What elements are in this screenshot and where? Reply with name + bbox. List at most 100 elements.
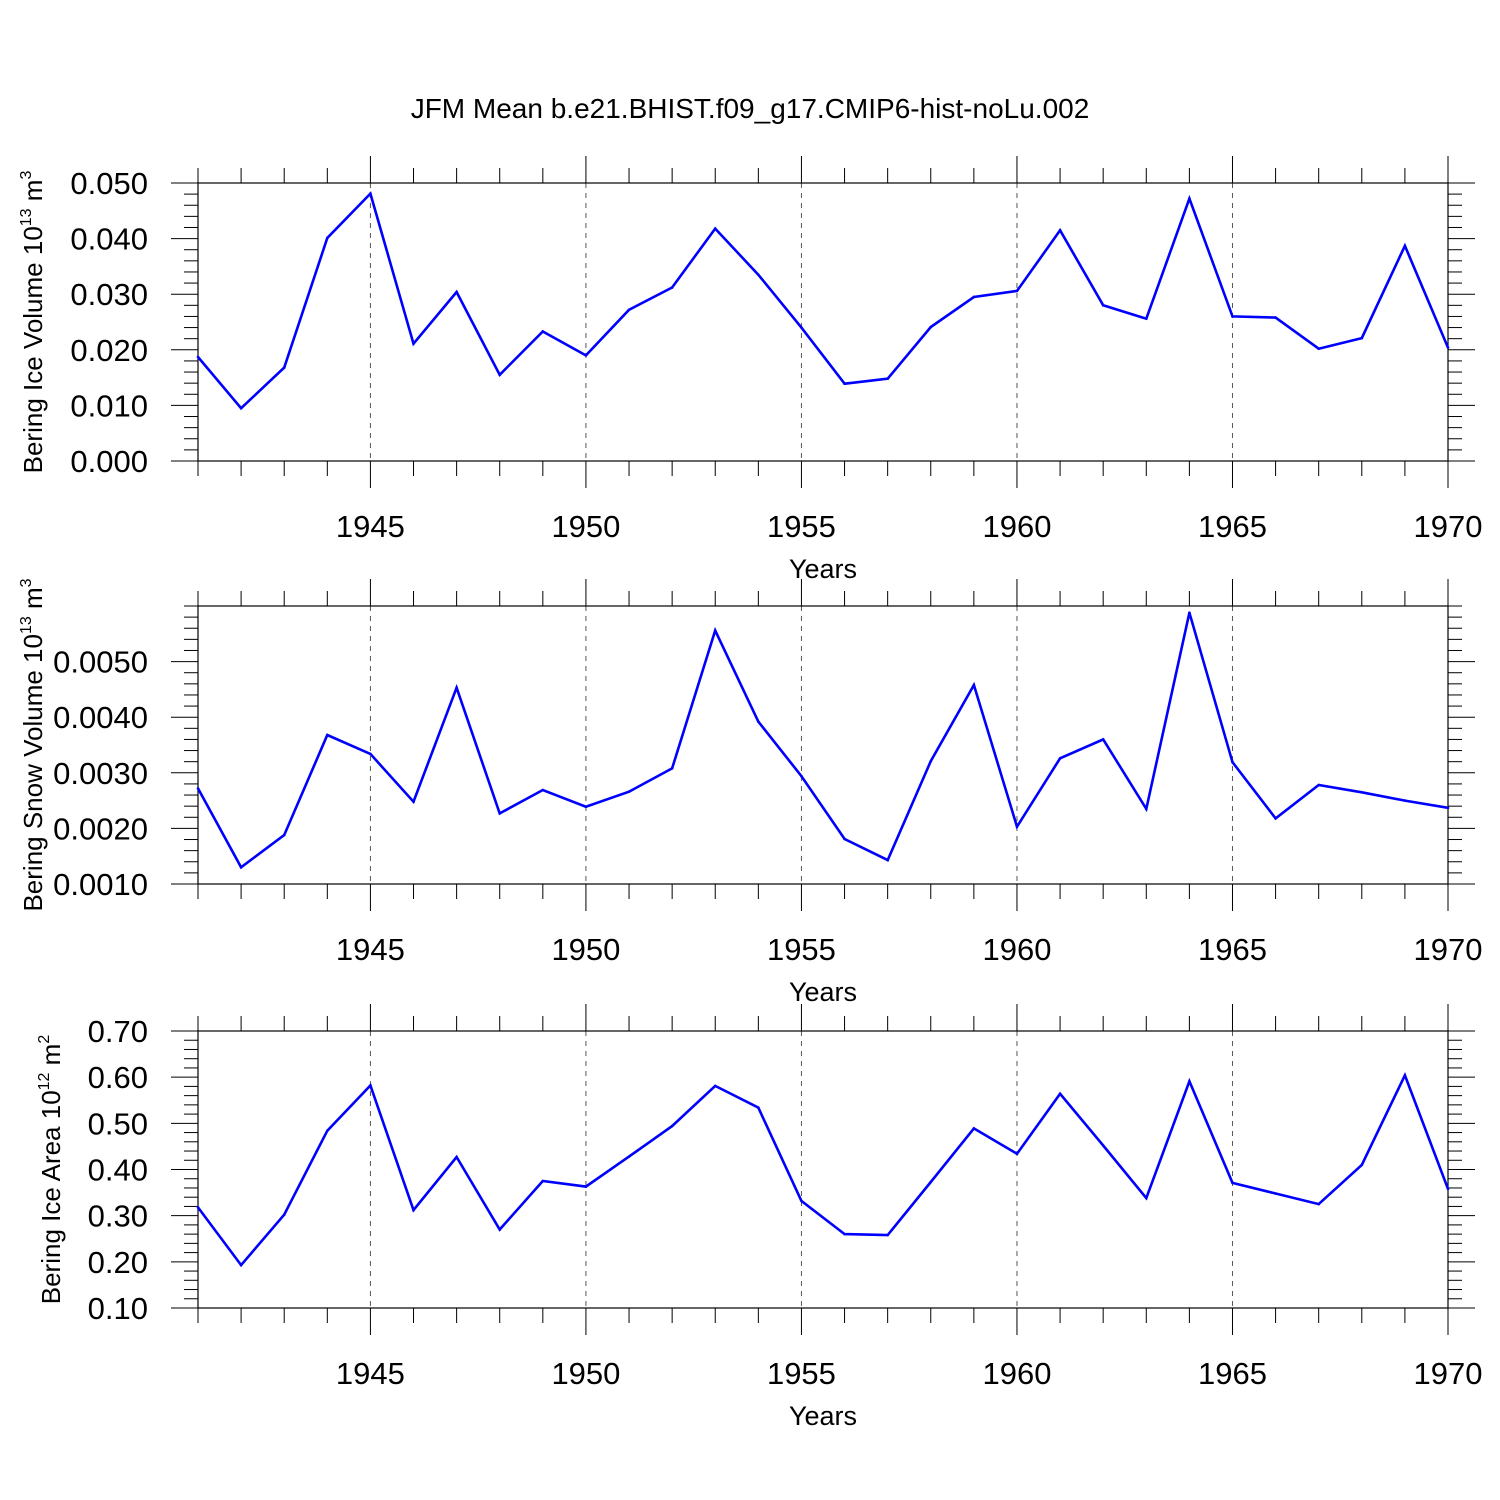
data-point [1274,316,1277,319]
data-point [800,326,803,329]
x-axis-label: Years [789,1401,857,1431]
data-point [1101,1144,1105,1147]
x-tick-label: 1970 [1414,509,1483,544]
data-point [713,227,717,230]
data-point [326,1129,329,1133]
data-point [972,1127,976,1130]
data-point [498,812,502,815]
data-point [1446,1187,1450,1191]
data-point [412,800,415,804]
data-point [196,1206,200,1209]
data-point [1317,1202,1320,1206]
data-point [1101,738,1105,741]
y-tick-label: 0.0050 [53,645,148,680]
chart-title: JFM Mean b.e21.BHIST.f09_g17.CMIP6-hist-… [411,93,1090,124]
y-tick-label: 0.40 [88,1153,148,1188]
x-tick-label: 1950 [551,509,620,544]
data-point [1360,1163,1364,1167]
data-point [1274,1192,1277,1195]
data-point [1231,760,1234,764]
data-point [1403,244,1407,248]
x-axis-label: Years [789,977,857,1007]
data-point [1360,336,1364,340]
data-point [670,1124,674,1128]
series-line [197,191,1450,411]
panel-1: 0.000 0.010 0.020 0.030 0.040 0.050 1945 1950 19… [18,156,1482,584]
data-point [369,1084,372,1087]
data-point [627,1155,631,1158]
data-point [541,330,545,333]
plot-frame [197,182,1449,462]
data-point [412,1208,415,1212]
data-point [1188,197,1191,200]
x-tick-label: 1970 [1414,1356,1483,1391]
data-point [1015,1152,1019,1156]
data-point [498,1228,502,1231]
data-point [800,774,803,778]
data-point [196,787,200,790]
x-tick-label: 1955 [767,932,836,967]
y-tick-label: 0.10 [88,1291,148,1326]
data-point [757,1106,760,1109]
data-point [1188,1080,1191,1083]
x-tick-label: 1970 [1414,932,1483,967]
data-point [1101,304,1105,307]
data-point [1058,757,1062,760]
y-tick-label: 0.70 [88,1014,148,1049]
data-point [1015,289,1019,293]
y-tick-label: 0.020 [70,333,148,368]
panel-2: 0.0010 0.0020 0.0030 0.0040 0.0050 1945 1950 19… [18,578,1482,1007]
x-tick-label: 1945 [336,509,405,544]
data-point [627,308,631,312]
data-point [1360,790,1364,794]
x-tick-label: 1945 [336,932,405,967]
data-point [369,192,372,195]
data-point [1403,799,1407,802]
data-point [1317,783,1320,787]
data-point [412,342,415,345]
data-point [1144,1196,1148,1200]
data-point [455,686,458,690]
y-tick-label: 0.0010 [53,867,148,902]
data-point [239,406,243,410]
series-line [196,612,1449,870]
data-point [1144,807,1148,811]
plot-frame [197,605,1449,885]
y-tick-label: 0.040 [70,222,148,257]
data-point [843,382,846,386]
data-point [1317,347,1320,350]
data-point [1274,817,1277,820]
x-tick-label: 1945 [336,1356,405,1391]
data-point [584,805,588,809]
panel-3: 0.10 0.20 0.30 0.40 0.50 0.60 0.70 1945 1950 1955… [36,1004,1482,1431]
data-point [1144,317,1148,320]
y-axis-label: Bering Ice Area 1012 m2 [36,1035,66,1305]
data-point [713,629,717,632]
series-line [196,1072,1450,1268]
x-tick-label: 1965 [1198,932,1267,967]
x-tick-label: 1965 [1198,1356,1267,1391]
y-axis-label: Bering Ice Volume 1013 m3 [18,171,48,474]
y-axis-label: Bering Snow Volume 1013 m3 [18,578,48,911]
data-point [584,354,588,357]
data-point [282,366,286,369]
x-tick-label: 1950 [551,1356,620,1391]
x-tick-label: 1950 [551,932,620,967]
data-point [1446,346,1450,349]
data-point [929,759,933,763]
data-point [929,325,933,329]
x-tick-label: 1955 [767,1356,836,1391]
data-point [972,295,976,299]
data-point [541,1179,545,1183]
y-tick-label: 0.0040 [53,700,148,735]
data-point [239,1263,243,1267]
data-point [1231,315,1234,318]
y-tick-label: 0.0020 [53,811,148,846]
data-point [326,733,329,737]
data-point [455,1155,458,1159]
data-point [584,1185,588,1188]
data-point [369,752,372,756]
y-tick-label: 0.030 [70,277,148,312]
y-tick-label: 0.010 [70,388,148,423]
